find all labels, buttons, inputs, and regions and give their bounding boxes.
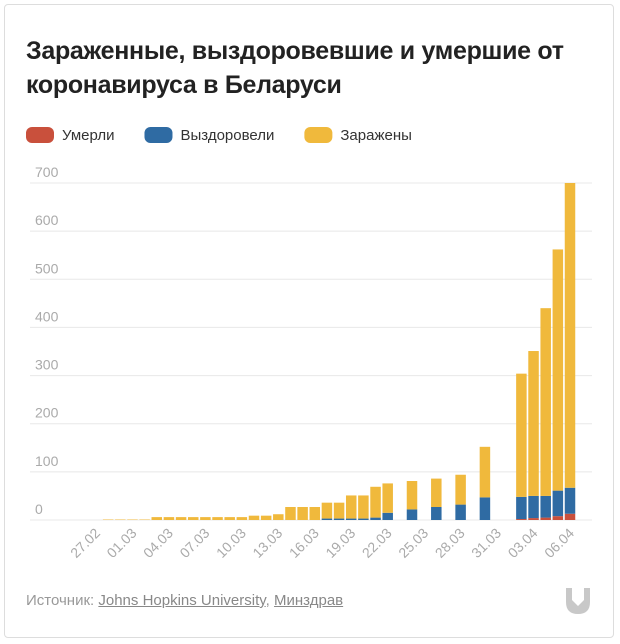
bar-segment	[516, 496, 527, 520]
legend-swatch	[26, 127, 54, 143]
legend-swatch	[144, 127, 173, 143]
source-link[interactable]: Минздрав	[274, 592, 344, 609]
bar-segment	[187, 517, 199, 520]
bar-segment	[528, 351, 539, 496]
bar-segment	[406, 481, 418, 510]
bar-segment	[564, 513, 576, 520]
bar-segment	[479, 497, 491, 520]
y-tick-label: 500	[35, 260, 59, 276]
bar-segment	[285, 507, 296, 520]
y-tick-label: 400	[35, 308, 59, 324]
bar-segment	[151, 517, 163, 520]
y-tick-label: 600	[35, 212, 59, 228]
bar-segment	[333, 502, 345, 519]
bar-segment	[528, 518, 539, 520]
bar-segment	[406, 509, 418, 520]
bar-segment	[260, 515, 272, 520]
bar-segment	[248, 515, 260, 520]
bar-segment	[175, 517, 187, 520]
bar-segment	[309, 507, 321, 520]
bar-segment	[297, 507, 308, 520]
bar-segment	[516, 373, 527, 497]
source-link[interactable]: Johns Hopkins University	[98, 592, 266, 609]
bar-segment	[370, 486, 381, 518]
legend-swatch	[304, 127, 333, 143]
bar-segment	[552, 490, 564, 517]
chart: Умерли Выздоровели Заражены 0 100 200 300 400 50…	[26, 127, 592, 561]
bar-segment	[455, 474, 466, 505]
bar-segment	[345, 518, 357, 520]
source-prefix: Источник:	[26, 592, 95, 609]
y-tick-label: 700	[35, 164, 59, 180]
bar-segment	[564, 487, 576, 514]
x-tick-label: 31.03	[468, 525, 504, 561]
source: Источник: Johns Hopkins University, Минз…	[26, 592, 343, 609]
x-tick-label: 03.04	[505, 525, 541, 561]
x-tick-label: 01.03	[103, 525, 139, 561]
x-tick-label: 19.03	[322, 525, 358, 561]
bar-segment	[540, 517, 551, 520]
bar-segment	[200, 517, 211, 520]
x-tick-label: 07.03	[176, 525, 212, 561]
bar-segment	[212, 517, 223, 520]
x-tick-label: 22.03	[359, 525, 395, 561]
bar-segment	[333, 518, 345, 520]
legend-label: Умерли	[62, 127, 114, 144]
x-tick-label: 16.03	[286, 525, 322, 561]
x-tick-label: 04.03	[140, 525, 176, 561]
bar-segment	[540, 308, 551, 496]
bar-segment	[345, 495, 357, 519]
y-tick-label: 100	[35, 453, 59, 469]
bar-segment	[236, 517, 248, 520]
bar-segment	[163, 517, 175, 520]
bar-segment	[516, 519, 527, 520]
bar-segment	[552, 249, 564, 491]
bar-segment	[564, 183, 576, 488]
bar-segment	[431, 478, 442, 508]
logo	[566, 588, 590, 614]
bar-segment	[224, 517, 235, 520]
x-tick-label: 10.03	[213, 525, 249, 561]
bar-segment	[358, 495, 369, 519]
legend-label: Заражены	[340, 127, 412, 144]
x-tick-label: 28.03	[432, 525, 468, 561]
x-tick-label: 13.03	[249, 525, 285, 561]
bar-segment	[431, 507, 442, 520]
x-tick-label: 27.02	[67, 525, 103, 561]
bar-segment	[552, 516, 564, 520]
source-separator: ,	[265, 592, 270, 609]
bar-segment	[540, 495, 551, 518]
bar-segment	[321, 502, 333, 519]
bar-segment	[382, 512, 393, 520]
card	[4, 4, 614, 638]
bar-segment	[382, 483, 393, 513]
bar-segment	[528, 495, 539, 519]
bar-segment	[273, 514, 284, 520]
bar-segment	[321, 518, 333, 520]
chart-title: Зараженные, выздоровевшие и умершие от к…	[26, 37, 564, 99]
x-tick-label: 06.04	[541, 525, 577, 561]
bar-segment	[455, 504, 466, 520]
bar-segment	[370, 517, 381, 520]
x-tick-label: 25.03	[395, 525, 431, 561]
y-tick-label: 300	[35, 357, 59, 373]
bar-segment	[479, 446, 491, 498]
bar-segment	[358, 518, 369, 520]
y-tick-label: 200	[35, 405, 59, 421]
legend-label: Выздоровели	[180, 127, 274, 144]
y-tick-label: 0	[35, 501, 43, 517]
